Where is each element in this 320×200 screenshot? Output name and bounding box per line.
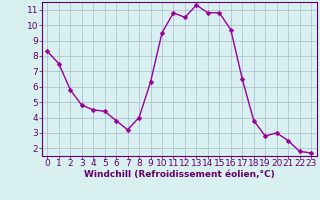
X-axis label: Windchill (Refroidissement éolien,°C): Windchill (Refroidissement éolien,°C) — [84, 170, 275, 179]
